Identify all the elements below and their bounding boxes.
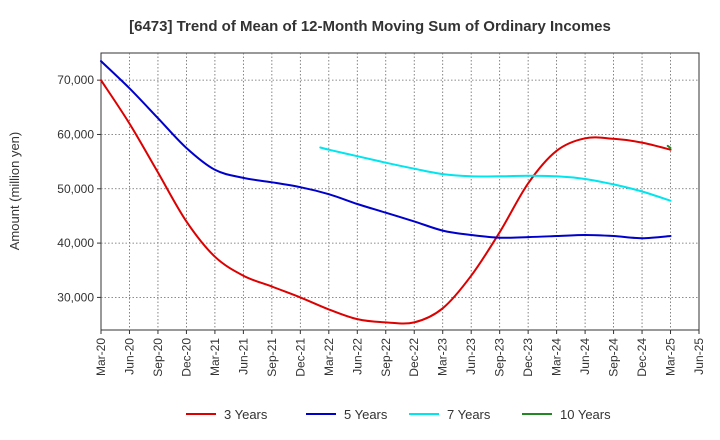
x-tick-label: Jun-20 [122, 338, 136, 375]
x-tick-label: Dec-20 [179, 338, 193, 377]
y-tick-label: 50,000 [57, 182, 94, 196]
x-tick-label: Dec-24 [635, 338, 649, 377]
x-tick-label: Jun-21 [236, 338, 250, 375]
series-line-5-years [100, 60, 672, 240]
x-tick-label: Sep-24 [607, 338, 621, 377]
y-tick-label: 30,000 [57, 290, 94, 304]
legend-label-10-years: 10 Years [560, 407, 611, 422]
y-tick-label: 40,000 [57, 236, 94, 250]
x-tick-label: Dec-22 [407, 338, 421, 377]
x-axis-ticks: Mar-20 Jun-20 Sep-20 Dec-20 Mar-21 Jun-21 Sep-… [94, 330, 706, 377]
x-tick-label: Mar-20 [94, 338, 108, 376]
x-tick-label: Mar-21 [208, 338, 222, 376]
x-tick-label: Sep-21 [265, 338, 279, 377]
y-axis-ticks: 30,000 40,000 50,000 60,000 70,000 [57, 73, 101, 304]
gridlines [101, 53, 699, 330]
x-tick-label: Sep-22 [379, 338, 393, 377]
series-line-7-years [319, 146, 672, 202]
x-tick-label: Mar-22 [322, 338, 336, 376]
x-tick-label: Jun-25 [692, 338, 706, 375]
y-tick-label: 60,000 [57, 127, 94, 141]
x-tick-label: Jun-24 [578, 338, 592, 375]
x-tick-label: Jun-23 [464, 338, 478, 375]
legend-label-3-years: 3 Years [224, 407, 268, 422]
legend-label-7-years: 7 Years [447, 407, 491, 422]
x-tick-label: Mar-23 [436, 338, 450, 376]
x-tick-label: Mar-25 [664, 338, 678, 376]
series-line-10-years [666, 144, 672, 149]
legend: 3 Years 5 Years 7 Years 10 Years [186, 407, 611, 422]
legend-label-5-years: 5 Years [344, 407, 388, 422]
x-tick-label: Sep-23 [493, 338, 507, 377]
x-tick-label: Dec-21 [293, 338, 307, 377]
plot-border [100, 52, 700, 331]
series-line-3-years [100, 79, 672, 325]
x-tick-label: Mar-24 [550, 338, 564, 376]
x-tick-label: Dec-23 [521, 338, 535, 377]
x-tick-label: Jun-22 [350, 338, 364, 375]
y-tick-label: 70,000 [57, 73, 94, 87]
chart-title: [6473] Trend of Mean of 12-Month Moving … [129, 18, 611, 35]
y-axis-label: Amount (million yen) [7, 132, 22, 251]
plot-area [100, 52, 700, 331]
series-lines [100, 60, 672, 325]
x-tick-label: Sep-20 [151, 338, 165, 377]
